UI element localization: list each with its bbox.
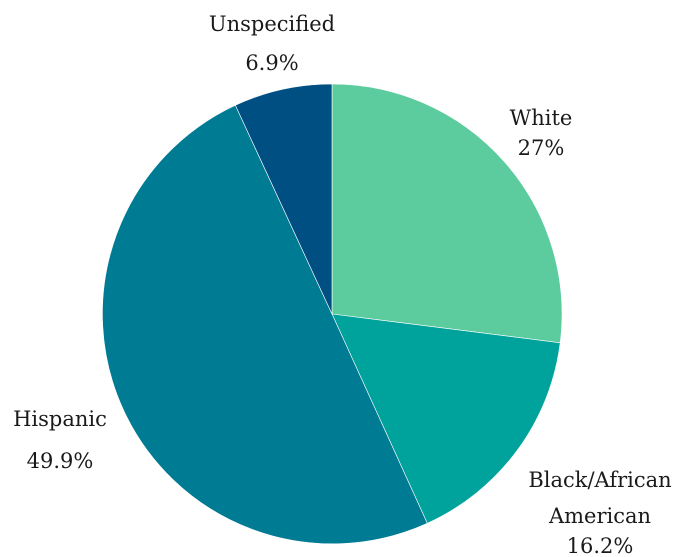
label-white-name: White [510, 106, 573, 130]
label-black-african-american-name-line1: Black/African [528, 468, 671, 492]
label-black-african-american: Black/African American 16.2% [528, 468, 671, 557]
label-unspecified: Unspecified 6.9% [209, 12, 335, 75]
label-white: White 27% [510, 106, 573, 160]
pie-slice-black-african-american [331, 313, 561, 524]
label-hispanic-value: 49.9% [27, 449, 94, 473]
label-hispanic-name: Hispanic [13, 407, 107, 431]
pie-slices [102, 83, 563, 545]
label-hispanic: Hispanic 49.9% [13, 407, 107, 473]
label-unspecified-name: Unspecified [209, 12, 335, 36]
label-white-value: 27% [518, 136, 565, 160]
label-unspecified-value: 6.9% [245, 51, 298, 75]
label-black-african-american-name-line2: American [548, 504, 651, 528]
pie-slice-hispanic [102, 104, 428, 545]
pie-slice-unspecified [234, 83, 333, 315]
label-black-african-american-value: 16.2% [567, 534, 634, 557]
pie-slice-white [331, 83, 563, 344]
